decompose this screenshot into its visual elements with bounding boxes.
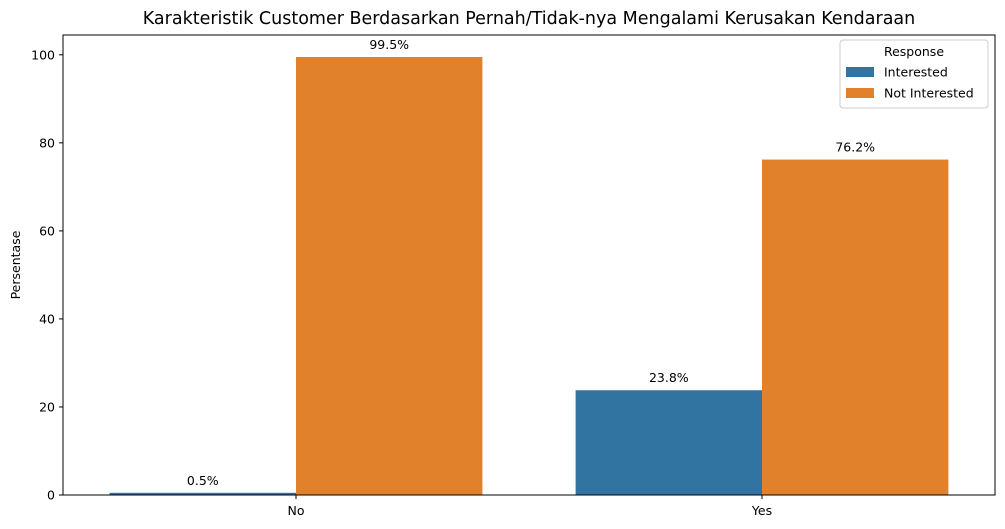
bar-not-interested-yes [762, 159, 949, 495]
y-tick-label: 20 [39, 399, 55, 414]
y-tick-label: 100 [31, 47, 55, 62]
legend-swatch [846, 67, 874, 77]
legend-title: Response [884, 44, 944, 59]
legend-swatch [846, 88, 874, 98]
legend-box [839, 39, 989, 109]
y-tick-label: 0 [47, 488, 55, 503]
plot-frame [62, 34, 996, 496]
legend: Response Interested Not Interested [839, 39, 989, 109]
chart-title: Karakteristik Customer Berdasarkan Perna… [143, 9, 915, 29]
bar-not-interested-no [296, 57, 483, 495]
data-label: 0.5% [187, 473, 219, 488]
data-label: 23.8% [649, 370, 689, 385]
y-tick-label: 60 [39, 223, 55, 238]
plot-area: 0 20 40 60 80 100 No 0.5% 99.5% Yes 23.8% 76.2% [31, 37, 949, 518]
data-label: 99.5% [369, 37, 409, 52]
y-tick-label: 40 [39, 311, 55, 326]
bar-interested-no [109, 492, 296, 495]
bar-interested-yes [575, 390, 762, 495]
legend-label: Not Interested [884, 86, 974, 101]
y-tick-label: 80 [39, 135, 55, 150]
y-axis-label: Persentase [8, 230, 23, 299]
legend-label: Interested [884, 65, 948, 80]
x-tick-label: Yes [751, 503, 772, 518]
data-label: 76.2% [835, 140, 875, 155]
x-tick-label: No [288, 503, 305, 518]
